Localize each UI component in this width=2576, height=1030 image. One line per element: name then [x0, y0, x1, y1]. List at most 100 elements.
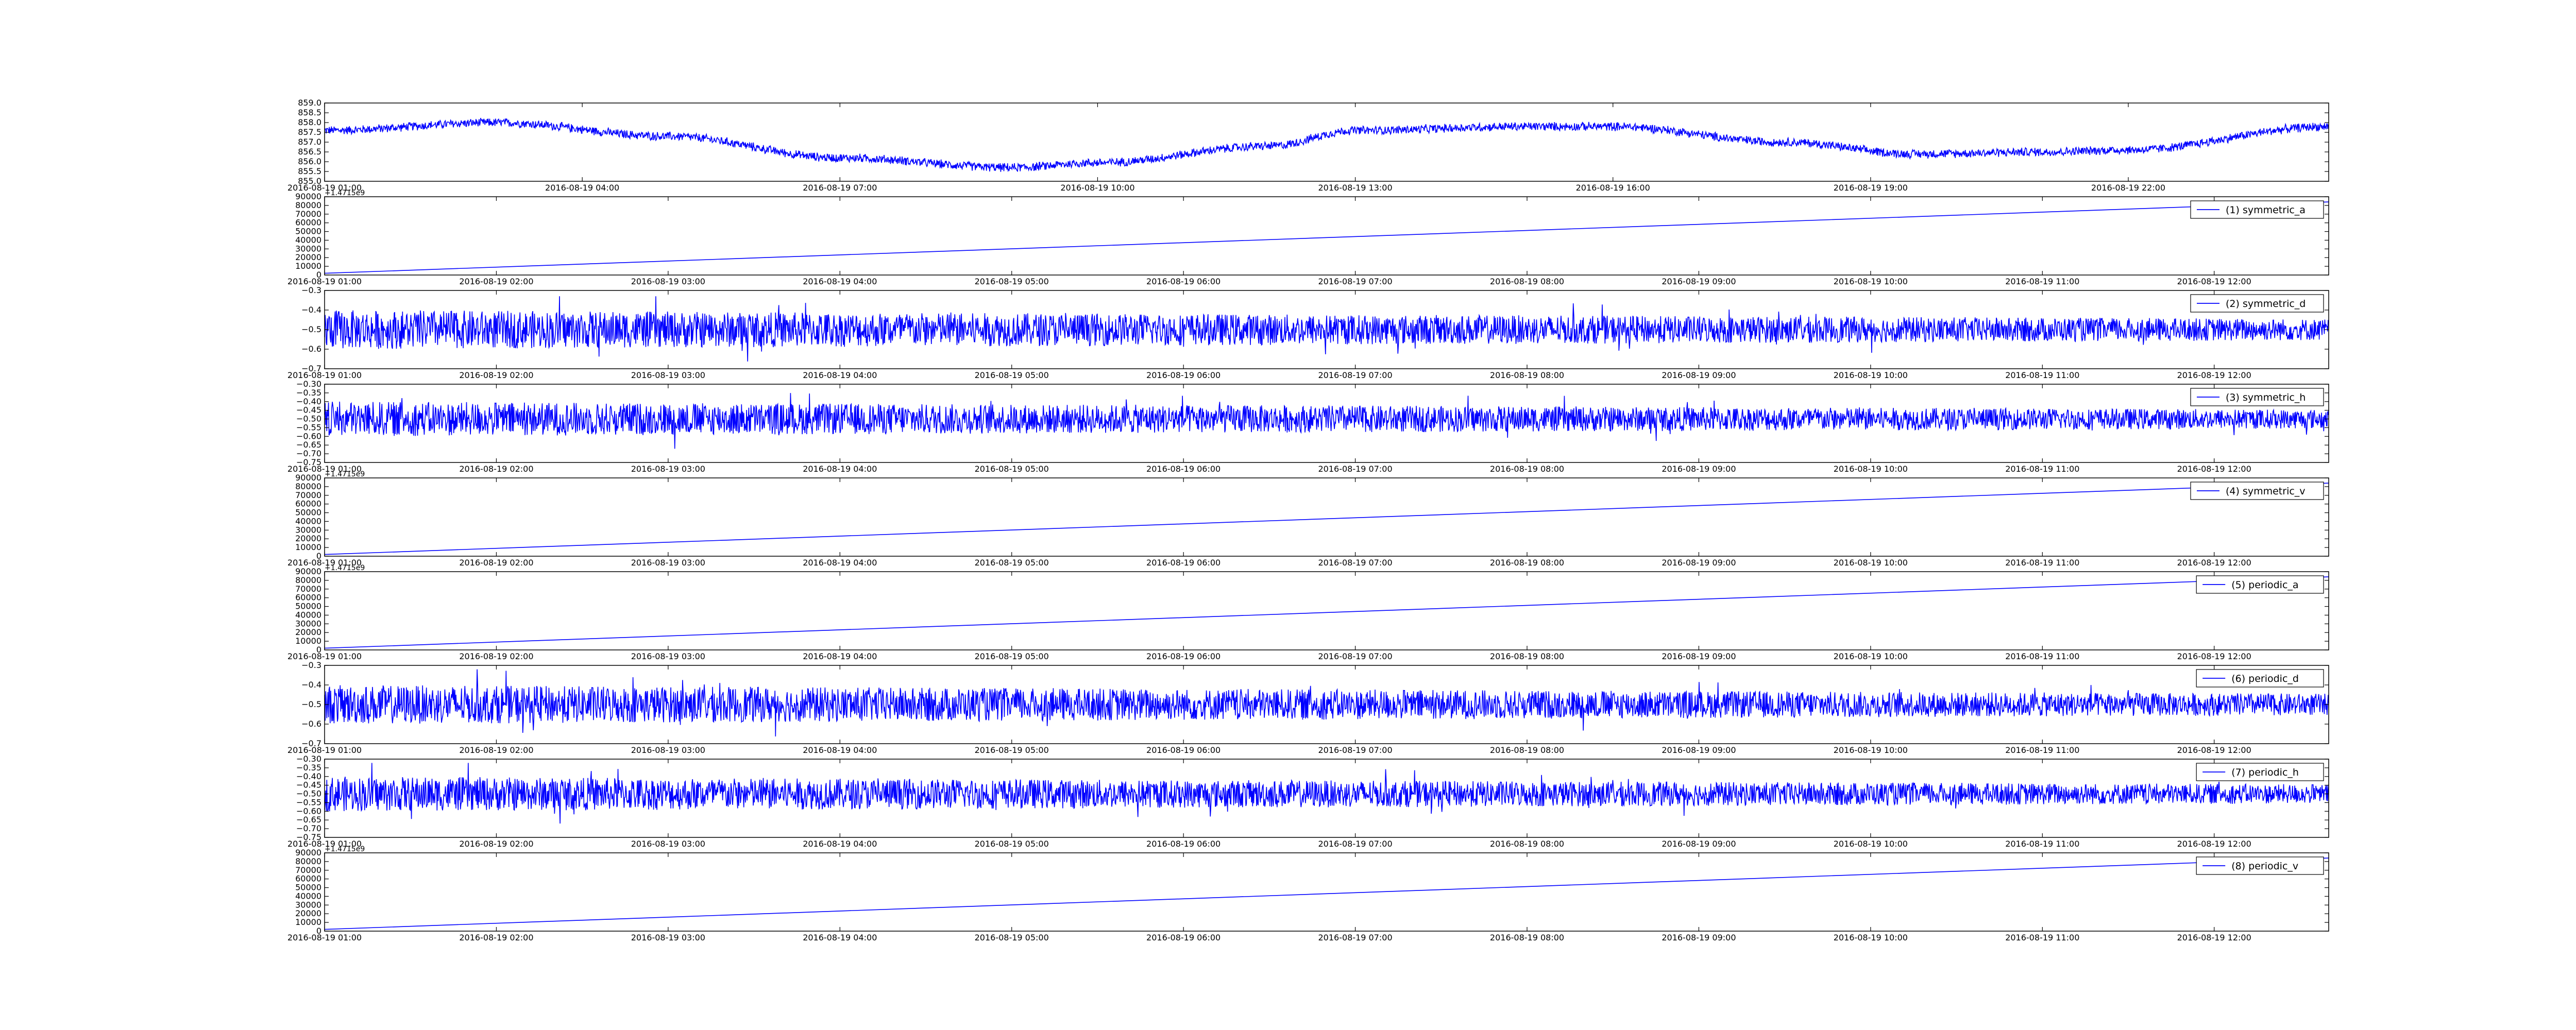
y-tick-label: 80000 — [295, 856, 321, 866]
y-tick-label: −0.6 — [301, 344, 321, 354]
y-tick-label: 20000 — [295, 534, 321, 543]
y-tick-label: 10000 — [295, 542, 321, 552]
x-tick-label: 2016-08-19 02:00 — [459, 370, 533, 380]
x-tick-label: 2016-08-19 07:00 — [1318, 558, 1392, 568]
x-tick-label: 2016-08-19 01:00 — [287, 277, 362, 286]
series-line-6-1 — [324, 576, 2329, 649]
subplot-4: −0.75−0.70−0.65−0.60−0.55−0.50−0.45−0.40… — [287, 379, 2329, 474]
y-tick-label: −0.75 — [296, 457, 321, 467]
x-tick-label: 2016-08-19 01:00 — [287, 464, 362, 474]
x-tick-label: 2016-08-19 11:00 — [2005, 839, 2079, 849]
axis-offset-label: +1.4715e9 — [325, 564, 365, 572]
legend-4: (3) symmetric_h — [2190, 388, 2324, 406]
y-tick-label: 50000 — [295, 883, 321, 892]
subplot-8: −0.75−0.70−0.65−0.60−0.55−0.50−0.45−0.40… — [287, 754, 2329, 849]
y-tick-label: −0.35 — [296, 388, 321, 398]
x-tick-label: 2016-08-19 13:00 — [1318, 183, 1392, 193]
axes-frame-5 — [324, 477, 2329, 557]
axis-offset-label: +1.4715e9 — [325, 845, 365, 853]
y-tick-label: 30000 — [295, 244, 321, 253]
y-tick-label: 60000 — [295, 593, 321, 603]
x-tick-label: 2016-08-19 07:00 — [1318, 464, 1392, 474]
legend-7: (6) periodic_d — [2196, 669, 2324, 688]
x-tick-label: 2016-08-19 12:00 — [2177, 745, 2251, 755]
x-tick-label: 2016-08-19 09:00 — [1662, 464, 1736, 474]
series-line-8-1 — [324, 763, 2329, 824]
y-tick-label: −0.7 — [301, 739, 321, 748]
x-tick-label: 2016-08-19 04:00 — [803, 745, 877, 755]
x-tick-label: 2016-08-19 05:00 — [975, 558, 1049, 568]
y-tick-label: −0.40 — [296, 397, 321, 406]
x-tick-label: 2016-08-19 06:00 — [1146, 277, 1221, 286]
y-tick-label: 10000 — [295, 636, 321, 646]
y-tick-label: 20000 — [295, 627, 321, 637]
subplot-2: 0100002000030000400005000060000700008000… — [287, 189, 2329, 286]
x-tick-label: 2016-08-19 07:00 — [1318, 745, 1392, 755]
x-tick-label: 2016-08-19 11:00 — [2005, 558, 2079, 568]
x-tick-label: 2016-08-19 09:00 — [1662, 558, 1736, 568]
y-tick-label: 70000 — [295, 209, 321, 219]
axes-frame-9 — [324, 852, 2329, 932]
axes-frame-6 — [324, 571, 2329, 650]
y-tick-label: −0.3 — [301, 660, 321, 670]
series-line-9-1 — [324, 857, 2329, 930]
x-tick-label: 2016-08-19 03:00 — [631, 464, 705, 474]
y-tick-label: 80000 — [295, 482, 321, 491]
y-tick-label: 80000 — [295, 575, 321, 585]
subplot-5: 0100002000030000400005000060000700008000… — [287, 470, 2329, 568]
axes-frame-2 — [324, 196, 2329, 276]
axes-frame-4 — [324, 384, 2329, 463]
x-tick-label: 2016-08-19 12:00 — [2177, 558, 2251, 568]
legend-label: (3) symmetric_h — [2226, 392, 2306, 403]
y-tick-label: 90000 — [295, 192, 321, 201]
x-tick-label: 2016-08-19 05:00 — [975, 464, 1049, 474]
x-tick-label: 2016-08-19 06:00 — [1146, 933, 1221, 942]
x-tick-label: 2016-08-19 07:00 — [1318, 933, 1392, 942]
legend-label: (6) periodic_d — [2231, 673, 2299, 684]
x-tick-label: 2016-08-19 04:00 — [803, 839, 877, 849]
x-tick-label: 2016-08-19 12:00 — [2177, 651, 2251, 661]
x-tick-label: 2016-08-19 10:00 — [1834, 933, 1908, 942]
x-tick-label: 2016-08-19 07:00 — [1318, 370, 1392, 380]
y-tick-label: 10000 — [295, 917, 321, 927]
subplot-6: 0100002000030000400005000060000700008000… — [287, 564, 2329, 661]
subplot-1: 855.0855.5856.0856.5857.0857.5858.0858.5… — [287, 98, 2329, 193]
x-tick-label: 2016-08-19 02:00 — [459, 558, 533, 568]
axis-offset-label: +1.4715e9 — [325, 189, 365, 197]
x-tick-label: 2016-08-19 19:00 — [1834, 183, 1908, 193]
x-tick-label: 2016-08-19 04:00 — [803, 933, 877, 942]
x-tick-label: 2016-08-19 02:00 — [459, 464, 533, 474]
series-line-4-1 — [324, 393, 2329, 449]
x-tick-label: 2016-08-19 08:00 — [1490, 558, 1564, 568]
x-tick-label: 2016-08-19 07:00 — [803, 183, 877, 193]
x-tick-label: 2016-08-19 06:00 — [1146, 839, 1221, 849]
x-tick-label: 2016-08-19 05:00 — [975, 277, 1049, 286]
x-tick-label: 2016-08-19 05:00 — [975, 651, 1049, 661]
series-line-1-1 — [324, 117, 2329, 173]
legend-3: (2) symmetric_d — [2190, 294, 2324, 313]
y-tick-label: 857.0 — [298, 137, 321, 147]
y-tick-label: −0.75 — [296, 832, 321, 842]
y-tick-label: 70000 — [295, 865, 321, 875]
x-tick-label: 2016-08-19 03:00 — [631, 651, 705, 661]
y-tick-label: 50000 — [295, 227, 321, 236]
series-line-3-1 — [324, 296, 2329, 362]
x-tick-label: 2016-08-19 04:00 — [803, 464, 877, 474]
y-tick-label: 30000 — [295, 900, 321, 909]
y-tick-label: 70000 — [295, 584, 321, 594]
x-tick-label: 2016-08-19 10:00 — [1834, 277, 1908, 286]
y-tick-label: −0.6 — [301, 719, 321, 729]
x-tick-label: 2016-08-19 22:00 — [2091, 183, 2165, 193]
y-tick-label: 90000 — [295, 473, 321, 483]
x-tick-label: 2016-08-19 12:00 — [2177, 839, 2251, 849]
y-tick-label: 40000 — [295, 891, 321, 901]
x-tick-label: 2016-08-19 04:00 — [803, 651, 877, 661]
x-tick-label: 2016-08-19 06:00 — [1146, 370, 1221, 380]
x-tick-label: 2016-08-19 08:00 — [1490, 745, 1564, 755]
x-tick-label: 2016-08-19 05:00 — [975, 839, 1049, 849]
legend-2: (1) symmetric_a — [2190, 200, 2324, 219]
y-tick-label: −0.65 — [296, 440, 321, 450]
y-tick-label: 0 — [316, 645, 321, 655]
y-tick-label: −0.65 — [296, 815, 321, 825]
